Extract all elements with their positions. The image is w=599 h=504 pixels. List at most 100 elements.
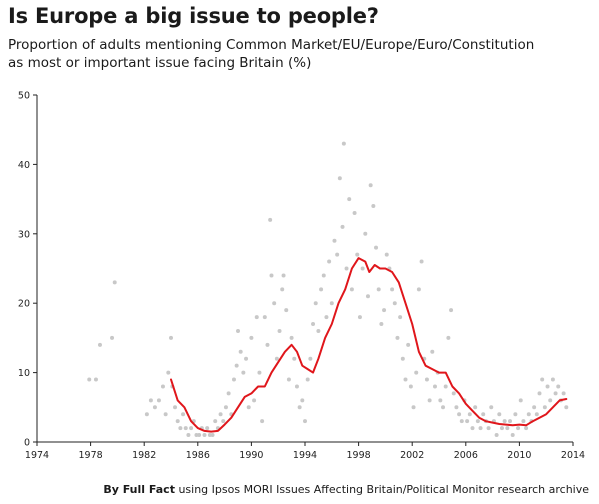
data-point (392, 301, 397, 306)
data-point (451, 391, 456, 396)
data-point (486, 426, 491, 431)
data-point (238, 349, 243, 354)
data-point (521, 419, 526, 424)
data-point (341, 141, 346, 146)
data-point (156, 398, 161, 403)
data-point (300, 398, 305, 403)
data-point (289, 335, 294, 340)
data-point (497, 412, 502, 417)
data-point (406, 342, 411, 347)
footer-source: using Ipsos MORI Issues Affecting Britai… (174, 483, 589, 496)
data-point (226, 391, 231, 396)
x-tick-label: 2006 (454, 450, 478, 461)
data-point (374, 245, 379, 250)
data-point (297, 405, 302, 410)
data-point (223, 405, 228, 410)
data-point (419, 259, 424, 264)
x-tick-label: 1982 (132, 450, 156, 461)
data-point (221, 419, 226, 424)
data-point (510, 433, 515, 438)
data-point (545, 384, 550, 389)
data-point (542, 405, 547, 410)
data-point (556, 384, 561, 389)
trend-line-group (170, 257, 568, 433)
data-point (424, 377, 429, 382)
subtitle-line-2: as most or important issue facing Britai… (8, 55, 312, 71)
data-point (241, 370, 246, 375)
data-point (414, 370, 419, 375)
data-point (441, 405, 446, 410)
data-point (308, 356, 313, 361)
data-point (292, 356, 297, 361)
data-point (175, 419, 180, 424)
x-tick-label: 1978 (79, 450, 103, 461)
chart-subtitle: Proportion of adults mentioning Common M… (8, 36, 593, 72)
data-point (152, 405, 157, 410)
data-point (478, 426, 483, 431)
data-point (280, 287, 285, 292)
data-point (508, 419, 513, 424)
data-point (494, 433, 499, 438)
data-point (260, 419, 265, 424)
x-tick-label: 2002 (400, 450, 424, 461)
data-point (268, 217, 273, 222)
data-point (97, 342, 102, 347)
data-point (376, 287, 381, 292)
data-point (327, 259, 332, 264)
data-point (335, 252, 340, 257)
data-point (537, 391, 542, 396)
chart-title: Is Europe a big issue to people? (8, 4, 379, 28)
data-point (489, 405, 494, 410)
data-point (189, 426, 194, 431)
data-point (357, 315, 362, 320)
data-point (277, 328, 282, 333)
data-point (246, 405, 251, 410)
axes-group: 0 10 20 30 40 50 1974 1978 1982 1986 1990 1994 1998 2… (18, 91, 585, 462)
data-point (166, 370, 171, 375)
x-tick-label: 1998 (347, 450, 371, 461)
x-tick-label: 2014 (561, 450, 585, 461)
data-point (234, 363, 239, 368)
data-point (286, 377, 291, 382)
data-point (284, 308, 289, 313)
data-point (467, 412, 472, 417)
data-point (550, 377, 555, 382)
data-point (347, 197, 352, 202)
data-point (205, 426, 210, 431)
data-point (202, 433, 207, 438)
data-point (87, 377, 92, 382)
data-point (262, 315, 267, 320)
data-point (430, 349, 435, 354)
y-tick-label: 0 (24, 438, 30, 449)
x-tick-label: 1974 (25, 450, 49, 461)
data-point (524, 426, 529, 431)
data-point (274, 356, 279, 361)
data-point (473, 405, 478, 410)
data-point (390, 287, 395, 292)
data-point (400, 356, 405, 361)
data-point (112, 280, 117, 285)
data-point (384, 252, 389, 257)
scatter-points (87, 141, 569, 438)
data-point (340, 224, 345, 229)
data-point (144, 412, 149, 417)
data-point (564, 405, 569, 410)
data-point (411, 405, 416, 410)
data-point (457, 412, 462, 417)
data-point (438, 398, 443, 403)
data-point (470, 426, 475, 431)
data-point (363, 231, 368, 236)
data-point (210, 433, 215, 438)
data-point (316, 328, 321, 333)
data-point (337, 176, 342, 181)
data-point (244, 356, 249, 361)
data-point (368, 183, 373, 188)
footer-brand: By Full Fact (103, 483, 175, 496)
data-point (398, 315, 403, 320)
data-point (305, 377, 310, 382)
data-point (459, 419, 464, 424)
data-point (416, 287, 421, 292)
data-point (294, 384, 299, 389)
data-point (454, 405, 459, 410)
